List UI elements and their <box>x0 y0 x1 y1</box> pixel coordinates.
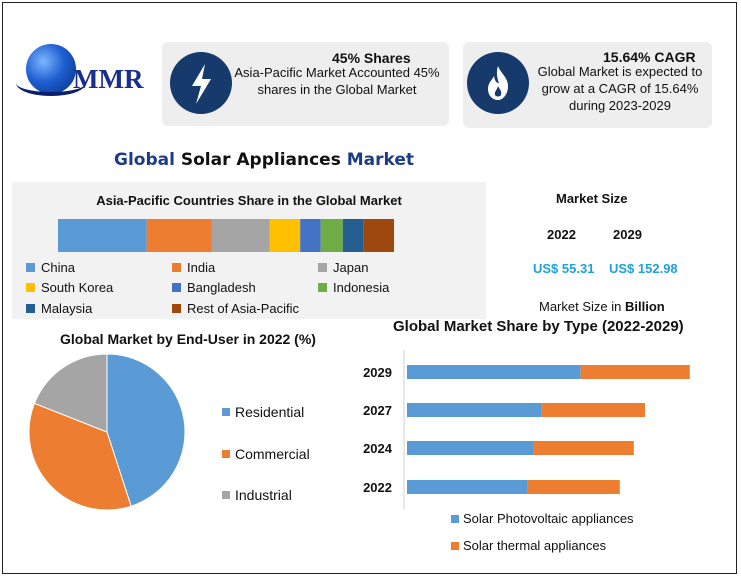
pie-chart-title: Global Market by End-User in 2022 (%) <box>60 331 316 347</box>
type-bar-2024-solar-thermal-appliances <box>533 441 634 455</box>
legend-swatch <box>26 263 35 272</box>
legend-label: Bangladesh <box>187 280 256 295</box>
cagr-card: 15.64% CAGR Global Market is expected to… <box>463 42 712 128</box>
legend-swatch <box>222 450 230 458</box>
asia-bar-segment-rest-of-asia-pacific <box>363 219 394 252</box>
type-bar-2029-solar-thermal-appliances <box>580 365 690 379</box>
asia-legend-china: China <box>26 260 75 275</box>
pie-legend-industrial: Industrial <box>222 487 292 503</box>
asia-bar-segment-south-korea <box>269 219 301 252</box>
legend-label: South Korea <box>41 280 114 295</box>
legend-swatch <box>222 491 230 499</box>
legend-swatch <box>172 304 181 313</box>
asia-legend-rest-of-asia-pacific: Rest of Asia-Pacific <box>172 301 299 316</box>
lightning-icon <box>170 52 232 114</box>
type-legend-solar-thermal-appliances: Solar thermal appliances <box>451 538 606 553</box>
asia-bar-segment-malaysia <box>342 219 364 252</box>
legend-swatch <box>222 408 230 416</box>
pie-slice-residential <box>106 353 186 507</box>
legend-swatch <box>26 283 35 292</box>
type-bar-2027-solar-photovoltaic-appliances <box>407 403 542 417</box>
legend-label: Rest of Asia-Pacific <box>187 301 299 316</box>
flame-icon <box>467 52 529 114</box>
legend-swatch <box>451 541 459 550</box>
shares-card: 45% Shares Asia-Pacific Market Accounted… <box>162 42 449 126</box>
legend-swatch <box>451 514 459 523</box>
asia-legend-japan: Japan <box>318 260 368 275</box>
type-bar-2022-solar-thermal-appliances <box>527 480 620 494</box>
legend-label: Residential <box>235 404 305 420</box>
asia-chart-title: Asia-Pacific Countries Share in the Glob… <box>96 193 402 208</box>
asia-legend-india: India <box>172 260 215 275</box>
pie-slice-commercial <box>28 402 132 511</box>
pie-legend-residential: Residential <box>222 404 304 420</box>
legend-label: Japan <box>333 260 369 275</box>
type-bar-2029-solar-photovoltaic-appliances <box>407 365 581 379</box>
asia-bar-segment-japan <box>211 219 270 252</box>
page-title: Global Solar Appliances Market <box>114 150 415 170</box>
asia-bar-segment-india <box>146 219 212 252</box>
logo-text: MMR <box>73 64 144 94</box>
asia-legend-indonesia: Indonesia <box>318 280 389 295</box>
legend-swatch <box>318 283 327 292</box>
asia-legend-malaysia: Malaysia <box>26 301 92 316</box>
market-size-title: Market Size <box>556 191 628 206</box>
type-bar-2022-solar-photovoltaic-appliances <box>407 480 528 494</box>
pie-legend-commercial: Commercial <box>222 446 310 462</box>
legend-swatch <box>172 263 181 272</box>
market-size-value-2022: US$ 55.31 <box>533 261 595 276</box>
type-chart-title: Global Market Share by Type (2022-2029) <box>393 318 684 335</box>
type-legend-solar-photovoltaic-appliances: Solar Photovoltaic appliances <box>451 511 634 526</box>
type-bar-2027-solar-thermal-appliances <box>541 403 645 417</box>
asia-bar-segment-china <box>58 219 147 252</box>
asia-share-panel: Asia-Pacific Countries Share in the Glob… <box>12 182 486 319</box>
legend-label: Commercial <box>235 446 310 462</box>
asia-legend-south-korea: South Korea <box>26 280 113 295</box>
market-size-unit: Market Size in Billion <box>539 299 665 314</box>
type-bar-chart: 2029 2027 2024 2022 <box>363 350 690 510</box>
type-chart-category-2022: 2022 <box>363 480 392 495</box>
cagr-card-text: Global Market is expected to grow at a C… <box>537 64 703 113</box>
market-size-year-2029: 2029 <box>613 227 642 242</box>
cagr-card-title: 15.64% CAGR <box>603 49 696 65</box>
type-chart-category-2024: 2024 <box>363 441 393 456</box>
type-chart-category-2029: 2029 <box>363 365 392 380</box>
market-size-year-2022: 2022 <box>547 227 576 242</box>
type-chart-category-2027: 2027 <box>363 403 392 418</box>
legend-swatch <box>318 263 327 272</box>
asia-bar-segment-indonesia <box>320 219 343 252</box>
legend-label: Industrial <box>235 487 292 503</box>
asia-stacked-bar <box>58 219 394 252</box>
legend-label: Solar thermal appliances <box>463 538 607 553</box>
market-size-value-2029: US$ 152.98 <box>609 261 678 276</box>
legend-label: Indonesia <box>333 280 390 295</box>
legend-swatch <box>26 304 35 313</box>
end-user-pie-chart <box>28 353 186 511</box>
shares-card-title: 45% Shares <box>332 50 411 66</box>
legend-label: Solar Photovoltaic appliances <box>463 511 634 526</box>
legend-label: India <box>187 260 216 275</box>
asia-legend-bangladesh: Bangladesh <box>172 280 256 295</box>
type-bar-2024-solar-photovoltaic-appliances <box>407 441 533 455</box>
legend-swatch <box>172 283 181 292</box>
legend-label: Malaysia <box>41 301 93 316</box>
logo-swoosh <box>16 70 86 96</box>
legend-label: China <box>41 260 75 275</box>
asia-bar-segment-bangladesh <box>300 219 321 252</box>
pie-slice-industrial <box>33 353 108 433</box>
shares-card-text: Asia-Pacific Market Accounted 45% shares… <box>234 65 440 97</box>
